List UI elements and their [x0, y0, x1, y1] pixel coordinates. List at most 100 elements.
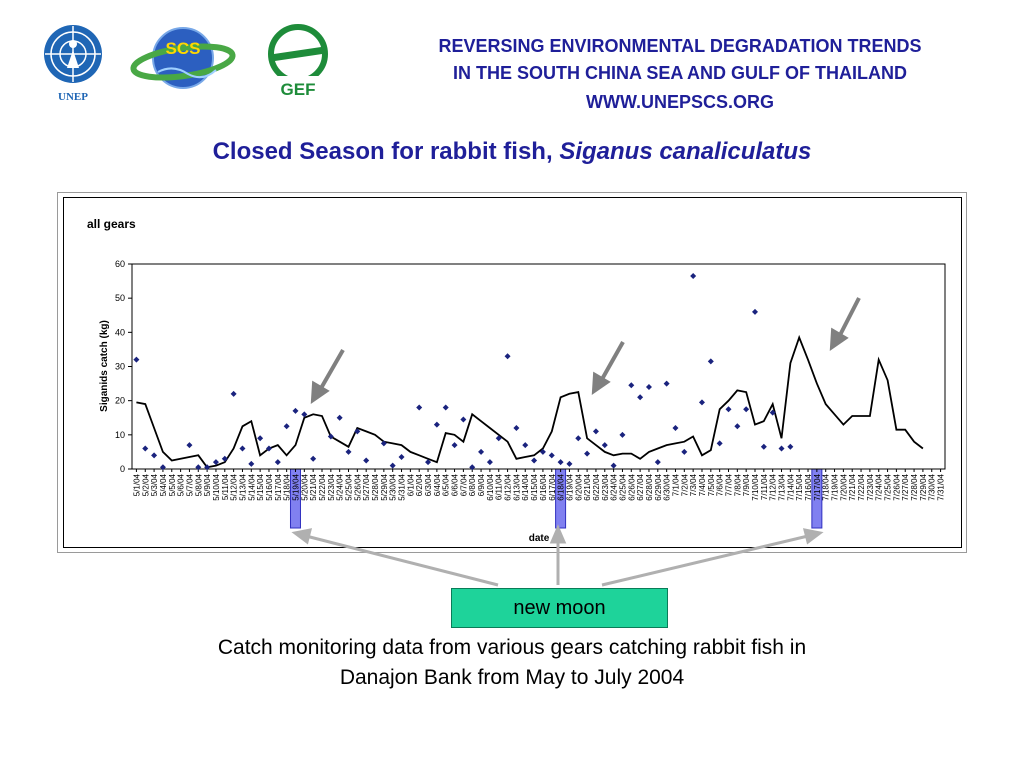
x-axis-ticks: 5/1/04 5/2/04 5/3/04 5/4/04 5/5/04 5/6/04 5/7/… — [132, 469, 946, 501]
x-tick-label: 6/26/04 — [627, 473, 636, 500]
x-tick-label: 6/27/04 — [636, 473, 645, 500]
catch-point — [257, 435, 264, 442]
x-tick-label: 7/22/04 — [857, 473, 866, 500]
catch-point — [230, 390, 237, 397]
x-tick-label: 7/7/04 — [724, 473, 733, 496]
catch-point — [778, 445, 785, 452]
x-tick-label: 7/30/04 — [928, 473, 937, 500]
catch-point — [486, 459, 493, 466]
x-tick-label: 7/10/04 — [751, 473, 760, 500]
x-tick-label: 5/29/04 — [380, 473, 389, 500]
catch-points — [133, 272, 794, 471]
unep-logo: UNEP — [44, 25, 102, 103]
x-tick-label: 5/26/04 — [353, 473, 362, 500]
x-tick-label: 7/27/04 — [901, 473, 910, 500]
header-line-2: IN THE SOUTH CHINA SEA AND GULF OF THAIL… — [453, 63, 907, 83]
catch-point — [698, 399, 705, 406]
x-tick-label: 7/18/04 — [822, 473, 831, 500]
catch-point — [610, 462, 617, 469]
x-tick-label: 7/24/04 — [875, 473, 884, 500]
unep-logo-text: UNEP — [58, 91, 88, 103]
y-tick-label: 30 — [115, 362, 125, 372]
x-tick-label: 7/20/04 — [839, 473, 848, 500]
catch-point — [769, 409, 776, 416]
guide-line-right — [601, 534, 809, 587]
x-tick-label: 6/3/04 — [424, 473, 433, 496]
chart-area-border — [63, 197, 962, 548]
x-tick-label: 5/23/04 — [327, 473, 336, 500]
x-tick-label: 7/21/04 — [848, 473, 857, 500]
x-tick-label: 7/11/04 — [760, 473, 769, 500]
x-tick-label: 7/3/04 — [689, 473, 698, 496]
x-tick-label: 7/25/04 — [884, 473, 893, 500]
x-tick-label: 7/1/04 — [671, 473, 680, 496]
x-tick-label: 6/10/04 — [486, 473, 495, 500]
catch-point — [513, 425, 520, 431]
catch-point — [195, 464, 202, 471]
x-tick-label: 7/26/04 — [892, 473, 901, 500]
x-tick-label: 5/16/04 — [265, 473, 274, 500]
x-tick-label: 6/17/04 — [548, 473, 557, 500]
catch-point — [716, 440, 723, 447]
catch-point — [663, 380, 670, 387]
x-tick-label: 6/23/04 — [601, 473, 610, 500]
catch-point — [186, 442, 193, 449]
catch-point — [248, 460, 255, 467]
x-tick-label: 6/11/04 — [495, 473, 504, 500]
x-tick-label: 5/14/04 — [247, 473, 256, 500]
x-tick-label: 7/31/04 — [937, 473, 946, 500]
gray-arrows — [310, 297, 861, 404]
x-tick-label: 6/2/04 — [415, 473, 424, 496]
slide-title: Closed Season for rabbit fish, Siganus c… — [0, 138, 1024, 166]
catch-point — [151, 452, 158, 459]
guide-line-left — [305, 534, 499, 587]
catch-point — [478, 448, 485, 455]
y-tick-label: 40 — [115, 327, 125, 337]
catch-point — [628, 382, 635, 389]
x-tick-label: 7/12/04 — [769, 473, 778, 500]
x-tick-label: 7/6/04 — [716, 473, 725, 496]
catch-point — [548, 452, 555, 459]
catch-point — [212, 459, 219, 466]
x-tick-label: 5/30/04 — [389, 473, 398, 500]
catch-point — [283, 423, 290, 430]
new-moon-callout: new moon — [451, 588, 668, 628]
x-tick-label: 5/6/04 — [177, 473, 186, 496]
x-tick-label: 5/31/04 — [398, 473, 407, 500]
catch-point — [584, 450, 591, 457]
x-tick-label: 6/5/04 — [442, 473, 451, 496]
x-axis-label: date — [529, 533, 550, 544]
x-tick-label: 5/1/04 — [132, 473, 141, 496]
y-axis-ticks: 0 10 20 30 40 50 60 — [115, 259, 132, 474]
x-tick-label: 5/13/04 — [238, 473, 247, 500]
x-tick-label: 7/19/04 — [831, 473, 840, 500]
catch-point — [752, 308, 759, 315]
catch-point — [433, 421, 440, 428]
x-tick-label: 6/21/04 — [583, 473, 592, 500]
catch-point — [557, 459, 564, 466]
catch-point — [442, 404, 449, 411]
catch-point — [734, 423, 741, 430]
x-tick-label: 7/15/04 — [795, 473, 804, 500]
x-tick-label: 5/24/04 — [336, 473, 345, 500]
x-tick-label: 5/3/04 — [150, 473, 159, 496]
x-tick-label: 6/14/04 — [521, 473, 530, 500]
caption-line-1: Catch monitoring data from various gears… — [217, 636, 807, 659]
catch-point — [707, 358, 714, 365]
catch-point — [504, 353, 511, 360]
x-tick-label: 5/27/04 — [362, 473, 371, 500]
chart-title: all gears — [87, 217, 136, 231]
gef-logo: GEF — [266, 24, 332, 99]
x-tick-label: 6/1/04 — [406, 473, 415, 496]
catch-point — [204, 464, 211, 471]
catch-point — [398, 454, 405, 461]
x-tick-label: 7/4/04 — [698, 473, 707, 496]
x-tick-label: 7/9/04 — [742, 473, 751, 496]
x-tick-label: 7/14/04 — [786, 473, 795, 500]
catch-point — [495, 435, 502, 442]
x-tick-label: 6/7/04 — [459, 473, 468, 496]
scs-logo: SCS — [130, 27, 236, 89]
x-tick-label: 6/25/04 — [618, 473, 627, 500]
catch-point — [787, 443, 794, 450]
